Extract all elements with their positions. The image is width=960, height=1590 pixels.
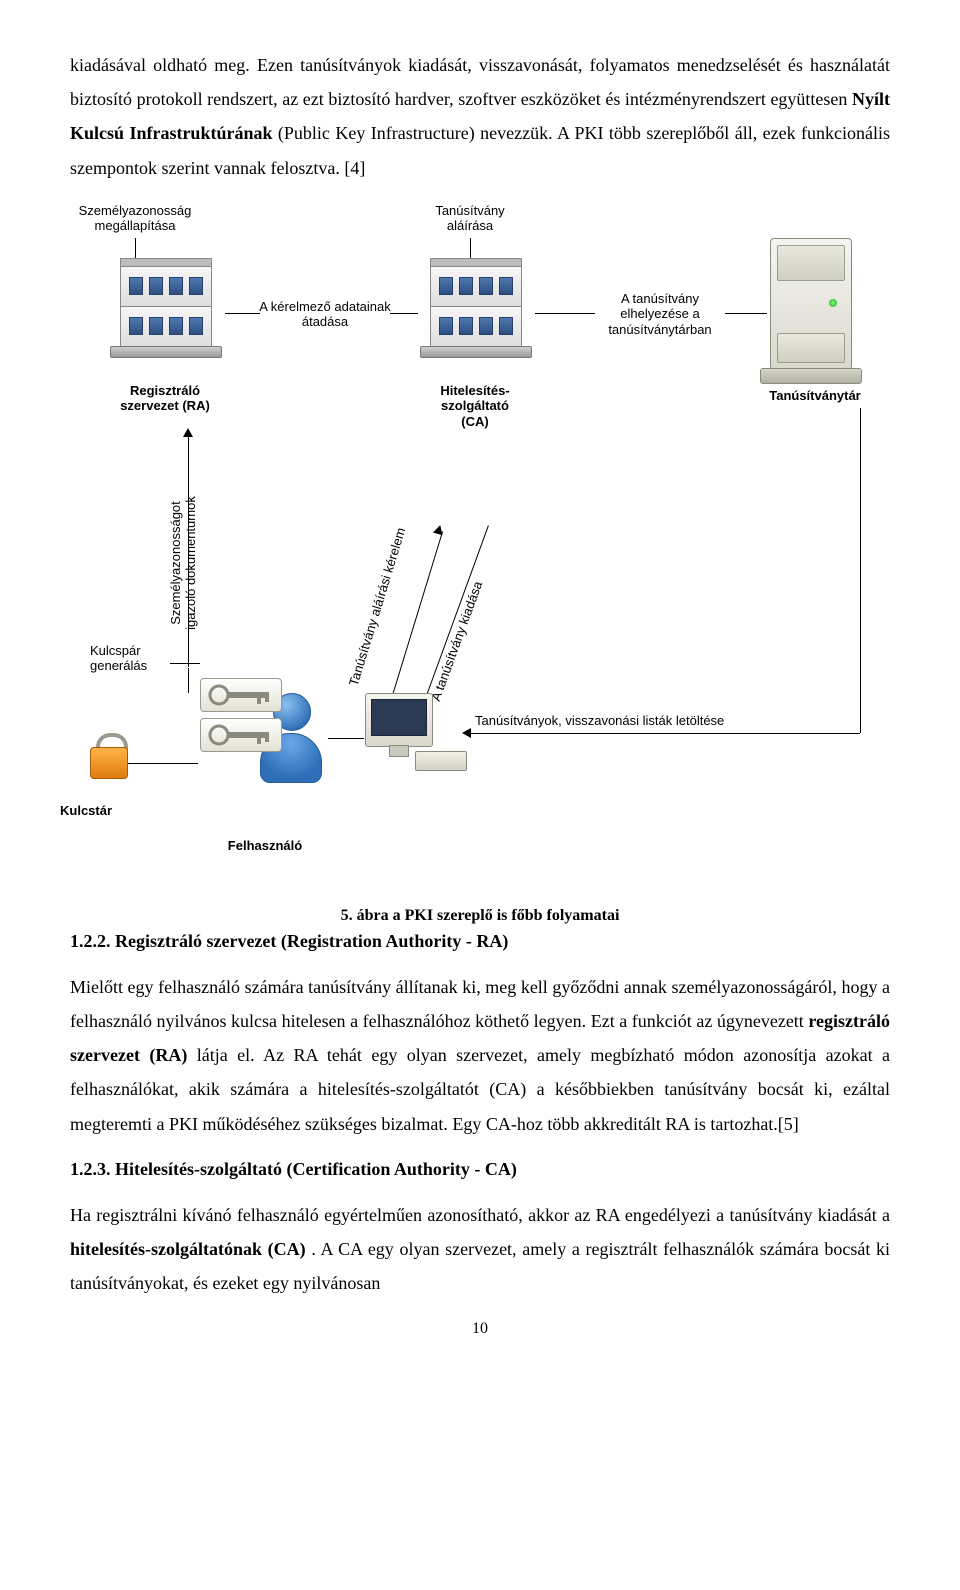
label-store-cert: A tanúsítvány elhelyezése a tanúsítványt… (590, 291, 730, 338)
text: Ha regisztrálni kívánó felhasználó egyér… (70, 1205, 890, 1225)
lock-icon (90, 733, 126, 779)
pki-diagram: Személyazonosság megállapítása Tanúsítvá… (70, 203, 890, 893)
figure-caption: 5. ábra a PKI szereplő is főbb folyamata… (70, 907, 890, 925)
text: látja el. Az RA tehát egy olyan szerveze… (70, 1045, 890, 1133)
label-download: Tanúsítványok, visszavonási listák letöl… (475, 713, 815, 729)
intro-paragraph: kiadásával oldható meg. Ezen tanúsítvány… (70, 48, 890, 185)
term-ca-bold: hitelesítés-szolgáltatónak (CA) (70, 1239, 306, 1259)
arrow-icon (183, 428, 193, 437)
connector (170, 663, 200, 664)
label-ra: Regisztráló szervezet (RA) (100, 383, 230, 414)
connector (328, 738, 364, 739)
text: Mielőtt egy felhasználó számára tanúsítv… (70, 977, 890, 1031)
connector (470, 733, 860, 734)
label-ca: Hitelesítés- szolgáltató (CA) (420, 383, 530, 430)
label-keypair: Kulcspár generálás (90, 643, 170, 674)
label-repository: Tanúsítványtár (750, 388, 880, 404)
ca-building-icon (420, 258, 530, 358)
section-heading-123: 1.2.3. Hitelesítés-szolgáltató (Certific… (70, 1159, 890, 1180)
connector (420, 525, 489, 713)
arrow-icon (433, 524, 445, 535)
connector (535, 313, 595, 314)
label-identity: Személyazonosság megállapítása (60, 203, 210, 234)
key-icon (200, 678, 282, 712)
server-base-icon (760, 368, 862, 384)
label-sign: Tanúsítvány aláírása (410, 203, 530, 234)
connector (135, 238, 136, 258)
label-data-transfer: A kérelmező adatainak átadása (255, 299, 395, 330)
key-icon (200, 718, 282, 752)
ra-building-icon (110, 258, 220, 358)
page-number: 10 (70, 1320, 890, 1338)
connector (188, 668, 189, 693)
connector (860, 408, 861, 733)
section-122-paragraph: Mielőtt egy felhasználó számára tanúsítv… (70, 970, 890, 1141)
arrow-icon (462, 728, 471, 738)
label-user: Felhasználó (205, 838, 325, 854)
section-123-paragraph: Ha regisztrálni kívánó felhasználó egyér… (70, 1198, 890, 1301)
connector (128, 763, 198, 764)
intro-text-prefix: kiadásával oldható meg. Ezen tanúsítvány… (70, 55, 890, 109)
section-heading-122: 1.2.2. Regisztráló szervezet (Registrati… (70, 931, 890, 952)
page: kiadásával oldható meg. Ezen tanúsítvány… (0, 0, 960, 1378)
label-id-docs: Személyazonosságot igazoló dokumentumok (168, 463, 198, 663)
label-cert-issue: A tanúsítvány kiadása (428, 579, 485, 703)
label-sign-request: Tanúsítvány aláírási kérelem (346, 526, 409, 688)
client-pc-icon (365, 693, 465, 773)
connector (725, 313, 767, 314)
repository-server-icon (770, 238, 852, 370)
label-keystore: Kulcstár (60, 803, 140, 819)
connector (470, 238, 471, 258)
